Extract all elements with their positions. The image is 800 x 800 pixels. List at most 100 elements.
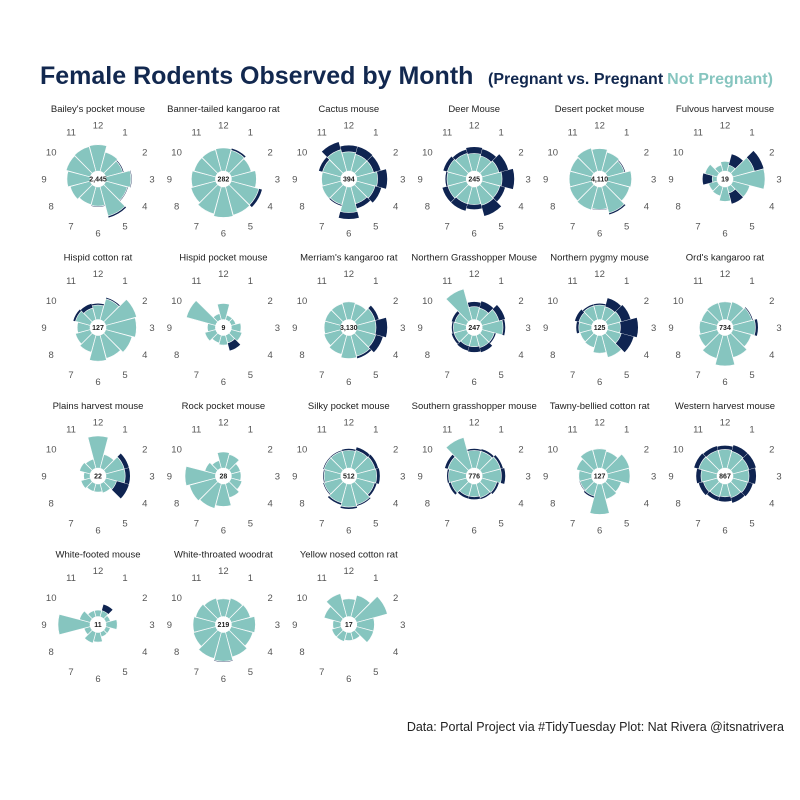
month-tick-label: 2 bbox=[268, 148, 273, 159]
month-tick-label: 1 bbox=[248, 425, 253, 436]
month-tick-label: 6 bbox=[221, 229, 226, 240]
month-tick-label: 11 bbox=[191, 128, 201, 139]
month-tick-label: 9 bbox=[418, 472, 423, 483]
center-disc bbox=[466, 171, 483, 187]
panel-title: Desert pocket mouse bbox=[555, 104, 645, 115]
month-tick-label: 1 bbox=[122, 128, 127, 139]
month-tick-label: 4 bbox=[644, 202, 649, 213]
month-tick-label: 6 bbox=[597, 526, 602, 537]
month-tick-label: 2 bbox=[644, 445, 649, 456]
month-tick-label: 9 bbox=[41, 472, 46, 483]
total-count-label: 4,110 bbox=[591, 177, 608, 184]
month-tick-label: 12 bbox=[720, 418, 731, 429]
center-disc bbox=[717, 319, 733, 336]
panel-title: Plains harvest mouse bbox=[53, 401, 144, 412]
month-tick-label: 3 bbox=[526, 175, 531, 186]
month-tick-label: 5 bbox=[499, 370, 504, 381]
month-tick-label: 8 bbox=[425, 350, 430, 361]
month-tick-label: 11 bbox=[442, 276, 452, 287]
month-tick-label: 5 bbox=[499, 221, 504, 232]
month-tick-label: 6 bbox=[346, 377, 351, 388]
total-count-label: 28 bbox=[220, 474, 228, 481]
month-tick-label: 2 bbox=[518, 445, 523, 456]
panel-title: Hispid cotton rat bbox=[64, 253, 133, 264]
month-tick-label: 3 bbox=[149, 620, 154, 631]
month-tick-label: 4 bbox=[268, 202, 273, 213]
month-tick-label: 3 bbox=[400, 175, 405, 186]
month-tick-label: 11 bbox=[442, 425, 452, 436]
month-tick-label: 1 bbox=[122, 573, 127, 584]
month-tick-label: 8 bbox=[299, 499, 304, 510]
month-tick-label: 12 bbox=[469, 269, 480, 280]
total-count-label: 125 bbox=[594, 325, 606, 332]
month-tick-label: 9 bbox=[292, 323, 297, 334]
month-tick-label: 7 bbox=[194, 667, 199, 678]
center-disc bbox=[340, 468, 357, 484]
total-count-label: 282 bbox=[218, 177, 230, 184]
total-count-label: 734 bbox=[719, 325, 731, 332]
month-tick-label: 4 bbox=[268, 499, 273, 510]
month-tick-label: 6 bbox=[221, 377, 226, 388]
month-tick-label: 1 bbox=[624, 128, 629, 139]
facet-panel: Tawny-bellied cotton rat1212345678910111… bbox=[543, 401, 656, 537]
facet-panel: Bailey's pocket mouse1212345678910112,44… bbox=[41, 104, 154, 240]
month-tick-label: 8 bbox=[299, 647, 304, 658]
month-tick-label: 11 bbox=[317, 425, 327, 436]
month-tick-label: 5 bbox=[122, 518, 127, 529]
month-tick-label: 11 bbox=[66, 276, 76, 287]
month-tick-label: 8 bbox=[49, 647, 54, 658]
month-tick-label: 5 bbox=[373, 221, 378, 232]
month-tick-label: 9 bbox=[543, 323, 548, 334]
caption: Data: Portal Project via #TidyTuesday Pl… bbox=[407, 720, 784, 734]
month-tick-label: 10 bbox=[297, 445, 308, 456]
subtitle-pregnant: Pregnant bbox=[594, 71, 664, 88]
month-tick-label: 6 bbox=[95, 526, 100, 537]
subtitle-prefix: (Pregnant vs. bbox=[488, 71, 594, 88]
month-tick-label: 10 bbox=[46, 593, 57, 604]
month-tick-label: 9 bbox=[41, 175, 46, 186]
month-tick-label: 8 bbox=[49, 202, 54, 213]
month-tick-label: 3 bbox=[149, 175, 154, 186]
month-tick-label: 10 bbox=[46, 148, 57, 159]
month-tick-label: 10 bbox=[422, 296, 433, 307]
month-tick-label: 12 bbox=[93, 121, 104, 132]
month-tick-label: 1 bbox=[373, 276, 378, 287]
panel-title: Yellow nosed cotton rat bbox=[300, 550, 398, 561]
month-tick-label: 9 bbox=[41, 620, 46, 631]
month-tick-label: 8 bbox=[174, 202, 179, 213]
total-count-label: 3,130 bbox=[340, 325, 358, 332]
facet-panel: Southern grasshopper mouse12123456789101… bbox=[412, 401, 537, 537]
month-tick-label: 1 bbox=[499, 128, 504, 139]
month-tick-label: 2 bbox=[268, 593, 273, 604]
month-tick-label: 9 bbox=[668, 175, 673, 186]
month-tick-label: 2 bbox=[769, 445, 774, 456]
month-tick-label: 12 bbox=[93, 566, 104, 577]
month-tick-label: 12 bbox=[344, 418, 355, 429]
panel-title: Fulvous harvest mouse bbox=[676, 104, 774, 115]
total-count-label: 19 bbox=[721, 177, 729, 184]
month-tick-label: 8 bbox=[550, 202, 555, 213]
panel-title: Silky pocket mouse bbox=[308, 401, 390, 412]
center-disc bbox=[215, 468, 232, 484]
month-tick-label: 10 bbox=[171, 445, 182, 456]
panel-title: Ord's kangaroo rat bbox=[686, 253, 765, 264]
month-tick-label: 10 bbox=[422, 148, 433, 159]
month-tick-label: 12 bbox=[720, 269, 731, 280]
panel-title: Northern pygmy mouse bbox=[550, 253, 649, 264]
month-tick-label: 11 bbox=[317, 128, 327, 139]
month-tick-label: 3 bbox=[400, 620, 405, 631]
month-tick-label: 6 bbox=[346, 674, 351, 685]
month-tick-label: 1 bbox=[248, 128, 253, 139]
month-tick-label: 11 bbox=[191, 573, 201, 584]
bar-pregnant bbox=[607, 317, 639, 338]
month-tick-label: 11 bbox=[568, 276, 578, 287]
month-tick-label: 2 bbox=[393, 445, 398, 456]
month-tick-label: 1 bbox=[749, 425, 754, 436]
month-tick-label: 2 bbox=[644, 148, 649, 159]
month-tick-label: 4 bbox=[769, 202, 774, 213]
month-tick-label: 7 bbox=[68, 370, 73, 381]
panel-title: Deer Mouse bbox=[448, 104, 500, 115]
month-tick-label: 5 bbox=[624, 518, 629, 529]
